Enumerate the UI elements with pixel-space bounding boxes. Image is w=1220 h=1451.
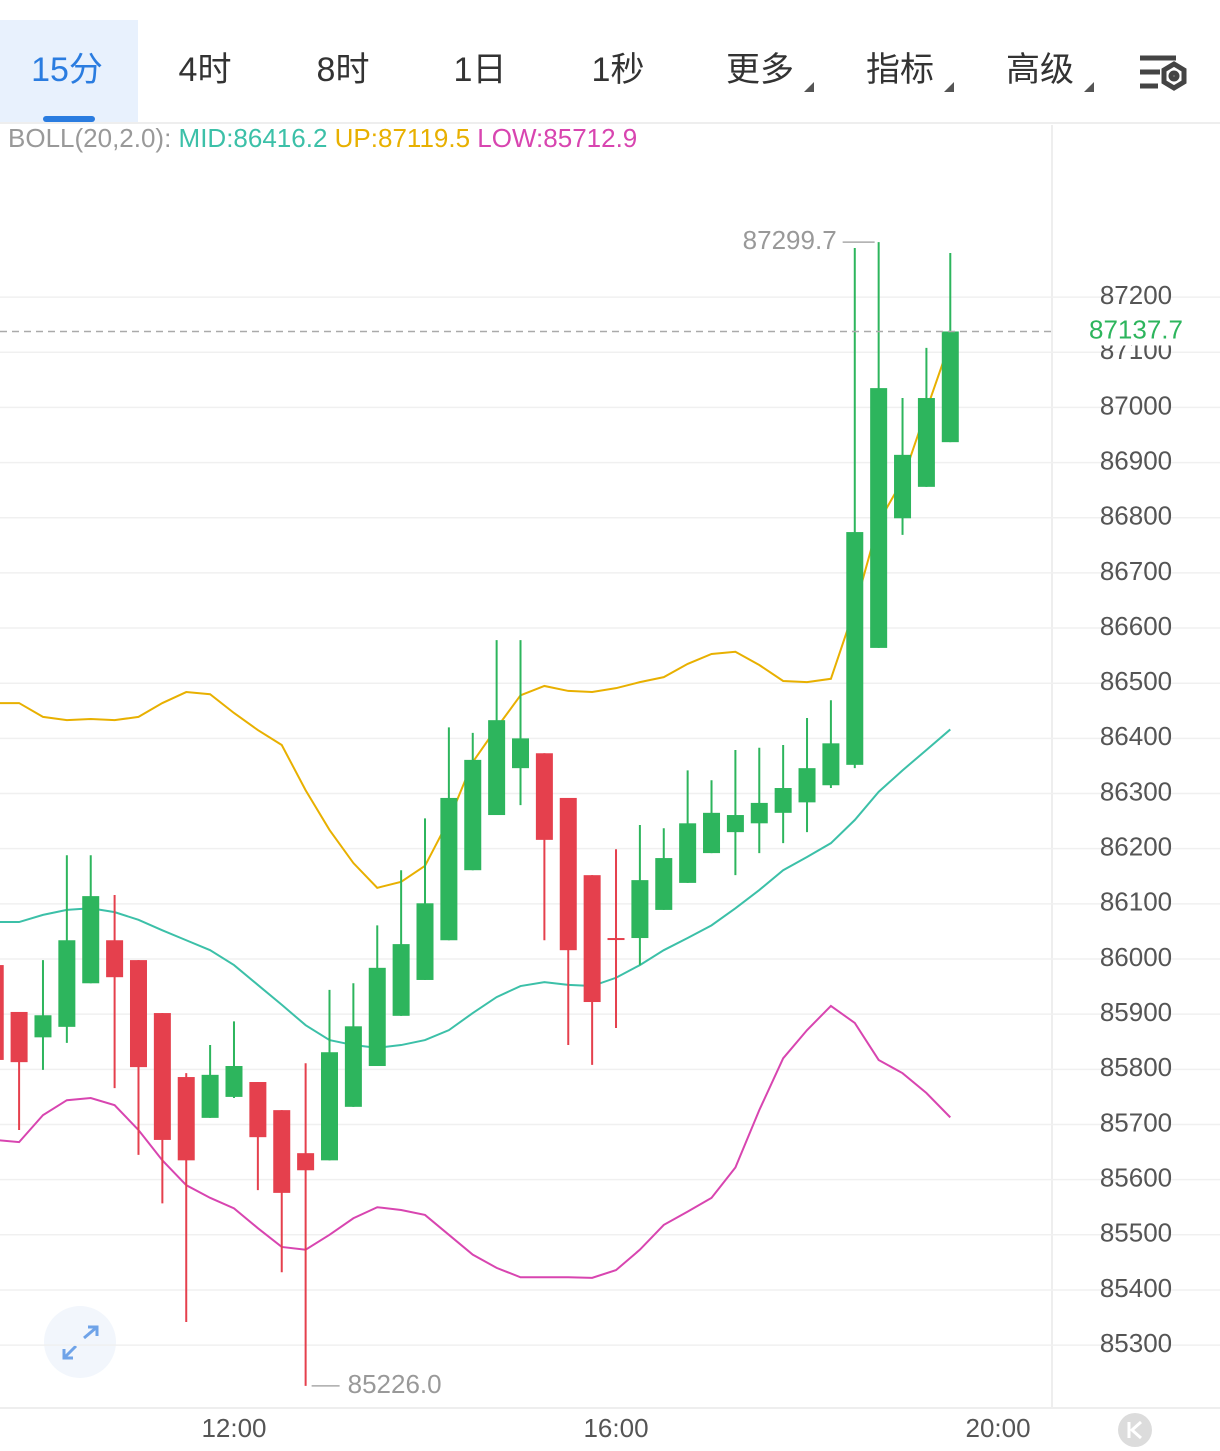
y-tick-label: 86100 — [1100, 887, 1172, 917]
candle-body — [870, 388, 888, 648]
y-tick-label: 86900 — [1100, 445, 1172, 475]
candle-body — [846, 532, 864, 765]
candle-body — [297, 1153, 315, 1171]
tab-label[interactable]: 8时 — [317, 51, 370, 89]
y-tick-label: 86700 — [1100, 556, 1172, 586]
tab-label[interactable]: 1秒 — [592, 51, 645, 89]
candle-body — [512, 738, 530, 769]
tab-label[interactable]: 15分 — [31, 51, 103, 89]
dropdown-arrow — [804, 82, 814, 92]
candle-body — [129, 960, 147, 1068]
tab-label[interactable]: 4时 — [179, 51, 232, 89]
legend-entry: LOW:85712.9 — [477, 123, 637, 153]
candle-body — [82, 896, 100, 984]
candle-body — [368, 967, 386, 1067]
active-tab-bg — [0, 20, 138, 122]
y-tick-label: 86500 — [1100, 666, 1172, 696]
tab-label[interactable]: 更多 — [726, 51, 794, 89]
y-tick-label: 85900 — [1100, 997, 1172, 1027]
candle-body — [894, 454, 912, 519]
candle-body — [201, 1074, 219, 1118]
y-tick-label: 85700 — [1100, 1107, 1172, 1137]
x-tick-label: 12:00 — [201, 1413, 266, 1443]
y-tick-label: 85500 — [1100, 1218, 1172, 1248]
tab-label[interactable]: 1日 — [454, 51, 507, 89]
candle-body — [941, 331, 959, 443]
candle-body — [10, 1011, 28, 1063]
candle-body — [416, 903, 434, 980]
candle-body — [774, 788, 792, 813]
candle-body — [583, 875, 601, 1003]
candle-body — [822, 743, 840, 786]
candle-body — [106, 940, 124, 978]
candle-body — [464, 759, 482, 871]
x-tick-label: 16:00 — [583, 1413, 648, 1443]
candle-body — [798, 768, 816, 803]
candle-body — [249, 1082, 267, 1138]
candle-body — [177, 1077, 195, 1161]
y-tick-label: 86000 — [1100, 942, 1172, 972]
annotation-label: 87299.7 — [743, 225, 837, 255]
candle-body — [726, 815, 744, 833]
legend-entry: UP:87119.5 — [335, 123, 470, 153]
scroll-to-latest-button[interactable] — [1118, 1413, 1152, 1447]
expand-button[interactable] — [44, 1306, 116, 1378]
x-tick-label: 20:00 — [966, 1413, 1031, 1443]
indicator-line — [0, 1004, 951, 1279]
y-tick-label: 87000 — [1100, 390, 1172, 420]
tab-label[interactable]: 指标 — [866, 51, 934, 89]
y-tick-label: 85800 — [1100, 1052, 1172, 1082]
candle-body — [488, 720, 506, 816]
annotation-label: 85226.0 — [348, 1369, 442, 1399]
candle-body — [0, 965, 4, 1060]
indicator-legend: BOLL(20,2.0): MID:86416.2 UP:87119.5 LOW… — [8, 123, 637, 153]
candle-body — [631, 880, 649, 939]
y-tick-label: 85400 — [1100, 1273, 1172, 1303]
candle-body — [392, 944, 410, 1016]
candle-body — [655, 858, 673, 910]
y-tick-label: 86600 — [1100, 611, 1172, 641]
y-tick-label: 85300 — [1100, 1328, 1172, 1358]
candle-body — [58, 940, 76, 1027]
y-tick-label: 85600 — [1100, 1163, 1172, 1193]
candle-body — [917, 398, 935, 487]
candle-body — [535, 753, 553, 840]
last-price-box — [1053, 315, 1220, 346]
y-tick-label: 87200 — [1100, 280, 1172, 310]
last-price-label: 87137.7 — [1089, 314, 1183, 344]
indicator-label: BOLL(20,2.0): — [8, 123, 171, 153]
candle-body — [440, 797, 458, 941]
y-tick-label: 86200 — [1100, 832, 1172, 862]
candle-body — [750, 802, 768, 824]
candle-body — [703, 812, 721, 854]
candle-body — [607, 938, 625, 941]
candle-body — [225, 1066, 243, 1097]
candle-body — [679, 823, 697, 883]
y-tick-label: 86300 — [1100, 776, 1172, 806]
active-tab-indicator — [43, 116, 95, 122]
candle-body — [344, 1026, 362, 1107]
dropdown-arrow — [1084, 82, 1094, 92]
tab-label[interactable]: 高级 — [1006, 51, 1074, 89]
y-tick-label: 86800 — [1100, 501, 1172, 531]
y-tick-label: 86400 — [1100, 721, 1172, 751]
settings-icon[interactable] — [1140, 55, 1187, 91]
candle-body — [559, 797, 577, 951]
indicator-line — [0, 728, 951, 1049]
candle-body — [320, 1052, 338, 1161]
candle-body — [34, 1015, 52, 1038]
plot-area — [0, 242, 959, 1386]
candle-body — [273, 1110, 291, 1193]
dropdown-arrow — [944, 82, 954, 92]
legend-entry: MID:86416.2 — [179, 123, 328, 153]
candle-body — [153, 1013, 171, 1140]
